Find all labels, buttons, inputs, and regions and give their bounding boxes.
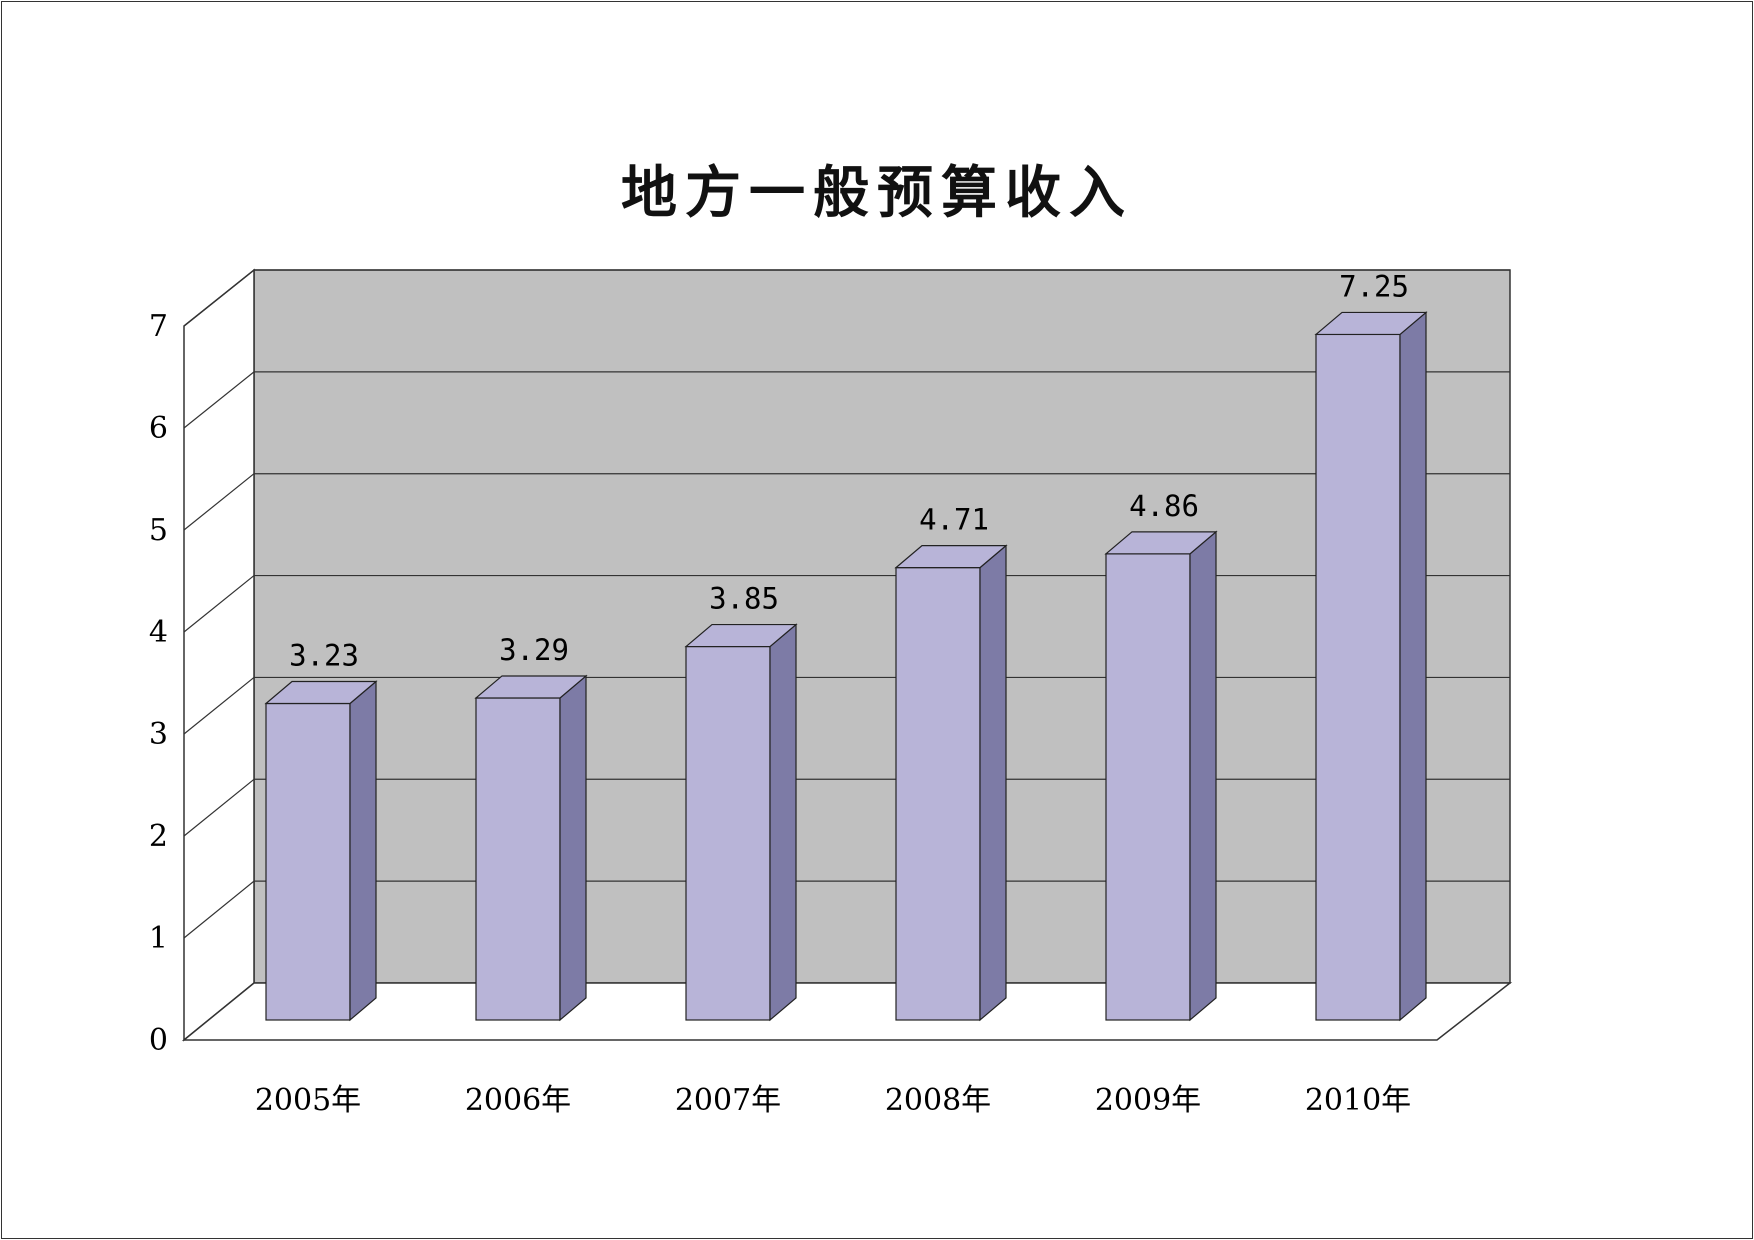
y-tick-label: 3 — [149, 717, 168, 752]
bar-side — [559, 674, 587, 1022]
bar — [1105, 553, 1191, 1021]
bar — [475, 697, 561, 1021]
data-label: 3.23 — [289, 638, 359, 672]
bar — [1315, 333, 1401, 1021]
side-gridline — [183, 778, 255, 837]
bar-side — [1399, 311, 1427, 1022]
x-category-label: 2010年 — [1305, 1083, 1411, 1118]
bar-top — [684, 623, 798, 648]
y-tick-label: 7 — [149, 309, 168, 344]
x-category-label: 2005年 — [255, 1083, 361, 1118]
y-tick-label: 6 — [149, 411, 168, 446]
data-labels: 3.23 3.29 3.85 4.71 4.86 7.25 — [289, 269, 1409, 672]
x-category-label: 2008年 — [885, 1083, 991, 1118]
bar-top — [264, 680, 378, 705]
bar-top — [1104, 531, 1218, 555]
side-gridline — [183, 575, 255, 633]
y-tick-label: 0 — [149, 1023, 168, 1058]
bar-side — [349, 680, 377, 1022]
data-label: 4.71 — [919, 503, 989, 537]
x-axis-categories: 2005年 2006年 2007年 2008年 2009年 2010年 — [255, 1083, 1411, 1118]
y-tick-label: 1 — [149, 921, 168, 956]
data-label: 7.25 — [1339, 269, 1409, 303]
data-label: 3.29 — [499, 633, 569, 667]
bar — [895, 567, 981, 1021]
y-tick-label: 4 — [149, 615, 168, 650]
bar — [265, 702, 351, 1021]
side-gridline — [183, 269, 255, 327]
gridlines — [183, 269, 1510, 939]
x-category-label: 2006年 — [465, 1083, 571, 1118]
bar-side — [979, 544, 1007, 1022]
side-gridline — [183, 880, 255, 939]
side-gridline — [183, 473, 255, 531]
x-category-label: 2007年 — [675, 1083, 781, 1118]
bar-top — [1314, 311, 1428, 336]
bar-side — [769, 623, 797, 1022]
side-gridline — [183, 371, 255, 429]
side-wall — [183, 268, 255, 1042]
bar — [685, 645, 771, 1021]
bar-top — [894, 545, 1008, 569]
y-tick-label: 2 — [149, 819, 168, 854]
data-label: 3.85 — [709, 582, 779, 616]
floor — [181, 982, 1513, 1041]
y-axis-ticks: 0 1 2 3 4 5 6 7 — [149, 309, 168, 1058]
y-tick-label: 5 — [149, 513, 168, 548]
bar-top — [474, 675, 588, 699]
side-gridline — [183, 676, 255, 735]
x-category-label: 2009年 — [1095, 1083, 1201, 1118]
data-label: 4.86 — [1129, 489, 1199, 523]
bar-side — [1189, 530, 1217, 1022]
bars — [264, 311, 1428, 1022]
chart-title: 地方一般预算收入 — [621, 161, 1133, 226]
